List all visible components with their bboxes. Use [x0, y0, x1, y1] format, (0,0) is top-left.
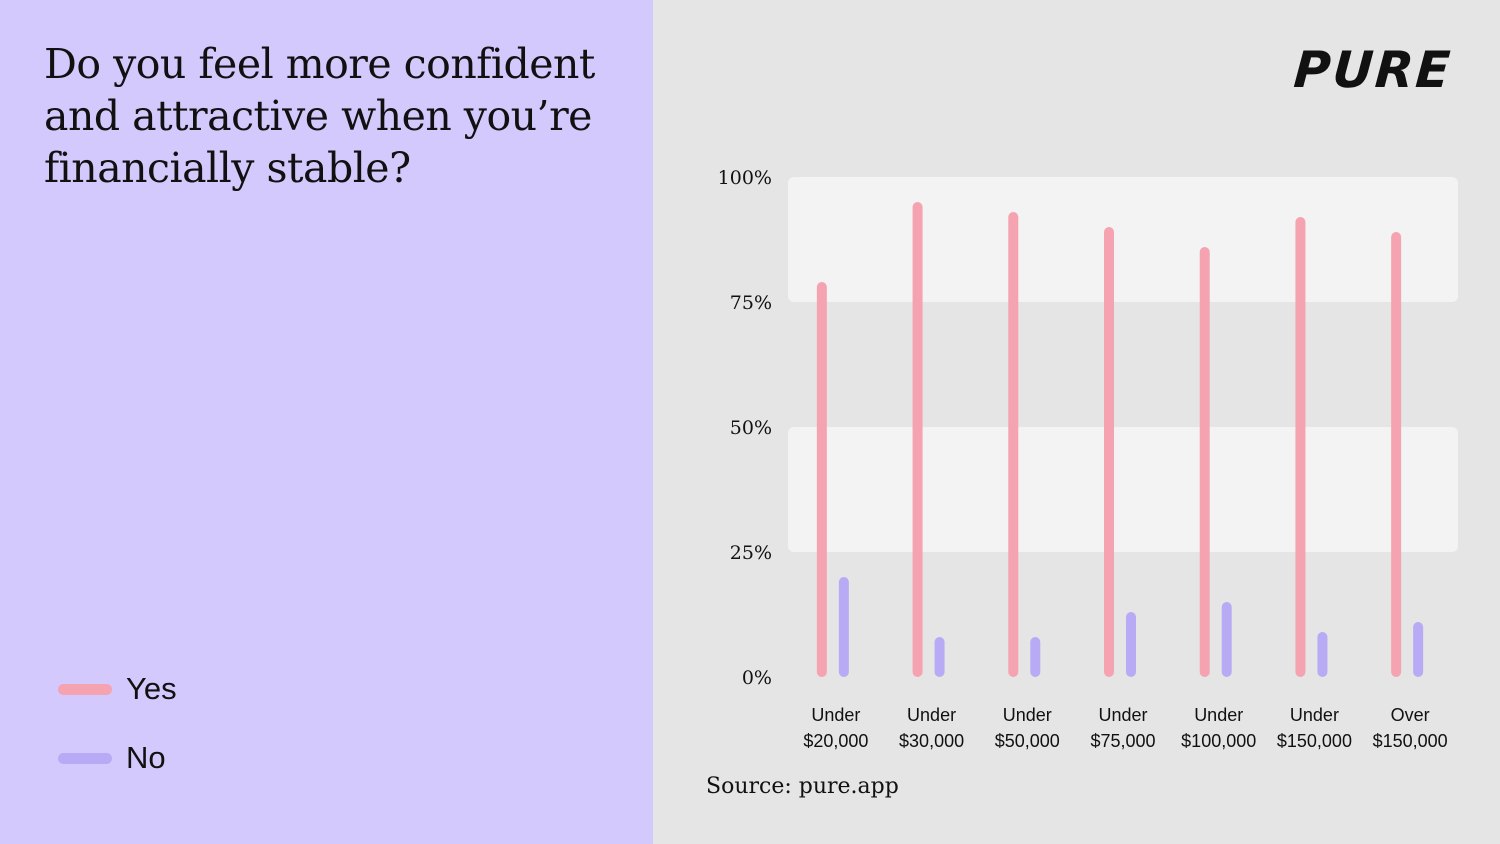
y-tick-label: 25%: [730, 542, 772, 564]
y-tick-label: 50%: [730, 417, 772, 439]
legend-swatch-no: [58, 753, 112, 764]
legend-label-yes: Yes: [126, 671, 177, 706]
x-category-label: $100,000: [1181, 731, 1256, 751]
bar-yes: [1391, 232, 1402, 677]
chart-title: Do you feel more confident and attractiv…: [44, 40, 595, 192]
x-category-label: Under: [1290, 705, 1339, 725]
pure-logo: PURE: [1292, 41, 1455, 99]
y-tick-label: 0%: [742, 667, 772, 689]
x-category-label: $50,000: [995, 731, 1060, 751]
bar-yes: [912, 202, 923, 677]
bar-yes: [1008, 212, 1019, 677]
x-category-label: Under: [1194, 705, 1243, 725]
bar-yes: [1104, 227, 1114, 677]
bar-no: [934, 637, 945, 677]
x-category-label: Over: [1391, 705, 1430, 725]
x-category-label: Under: [811, 705, 860, 725]
grid-band: [788, 427, 1458, 552]
bar-no: [1030, 637, 1041, 677]
x-category-label: Under: [1003, 705, 1052, 725]
x-category-label: $150,000: [1277, 731, 1352, 751]
bar-yes: [816, 282, 827, 677]
bar-no: [1126, 612, 1136, 677]
bar-no: [1317, 632, 1328, 677]
bar-no: [838, 577, 849, 677]
y-tick-label: 75%: [730, 292, 772, 314]
x-category-label: $30,000: [899, 731, 964, 751]
right-panel: [653, 0, 1500, 844]
bar-yes: [1295, 217, 1306, 677]
x-category-label: Under: [907, 705, 956, 725]
x-category-label: $150,000: [1373, 731, 1448, 751]
bar-chart: 0% 25% 50% 75% 100% Under $20,000 Under $30,000 U…: [718, 167, 1458, 751]
x-category-label: Under: [1098, 705, 1147, 725]
bar-no: [1413, 622, 1424, 677]
x-category-label: $75,000: [1090, 731, 1155, 751]
legend-label-no: No: [126, 740, 166, 775]
bar-yes: [1199, 247, 1210, 677]
legend-swatch-yes: [58, 684, 112, 695]
grid-band: [788, 177, 1458, 302]
bar-no: [1221, 602, 1232, 677]
y-tick-label: 100%: [718, 167, 772, 189]
left-panel: Do you feel more confident and attractiv…: [0, 0, 653, 844]
source-label: Source: pure.app: [706, 774, 899, 799]
x-category-label: $20,000: [803, 731, 868, 751]
